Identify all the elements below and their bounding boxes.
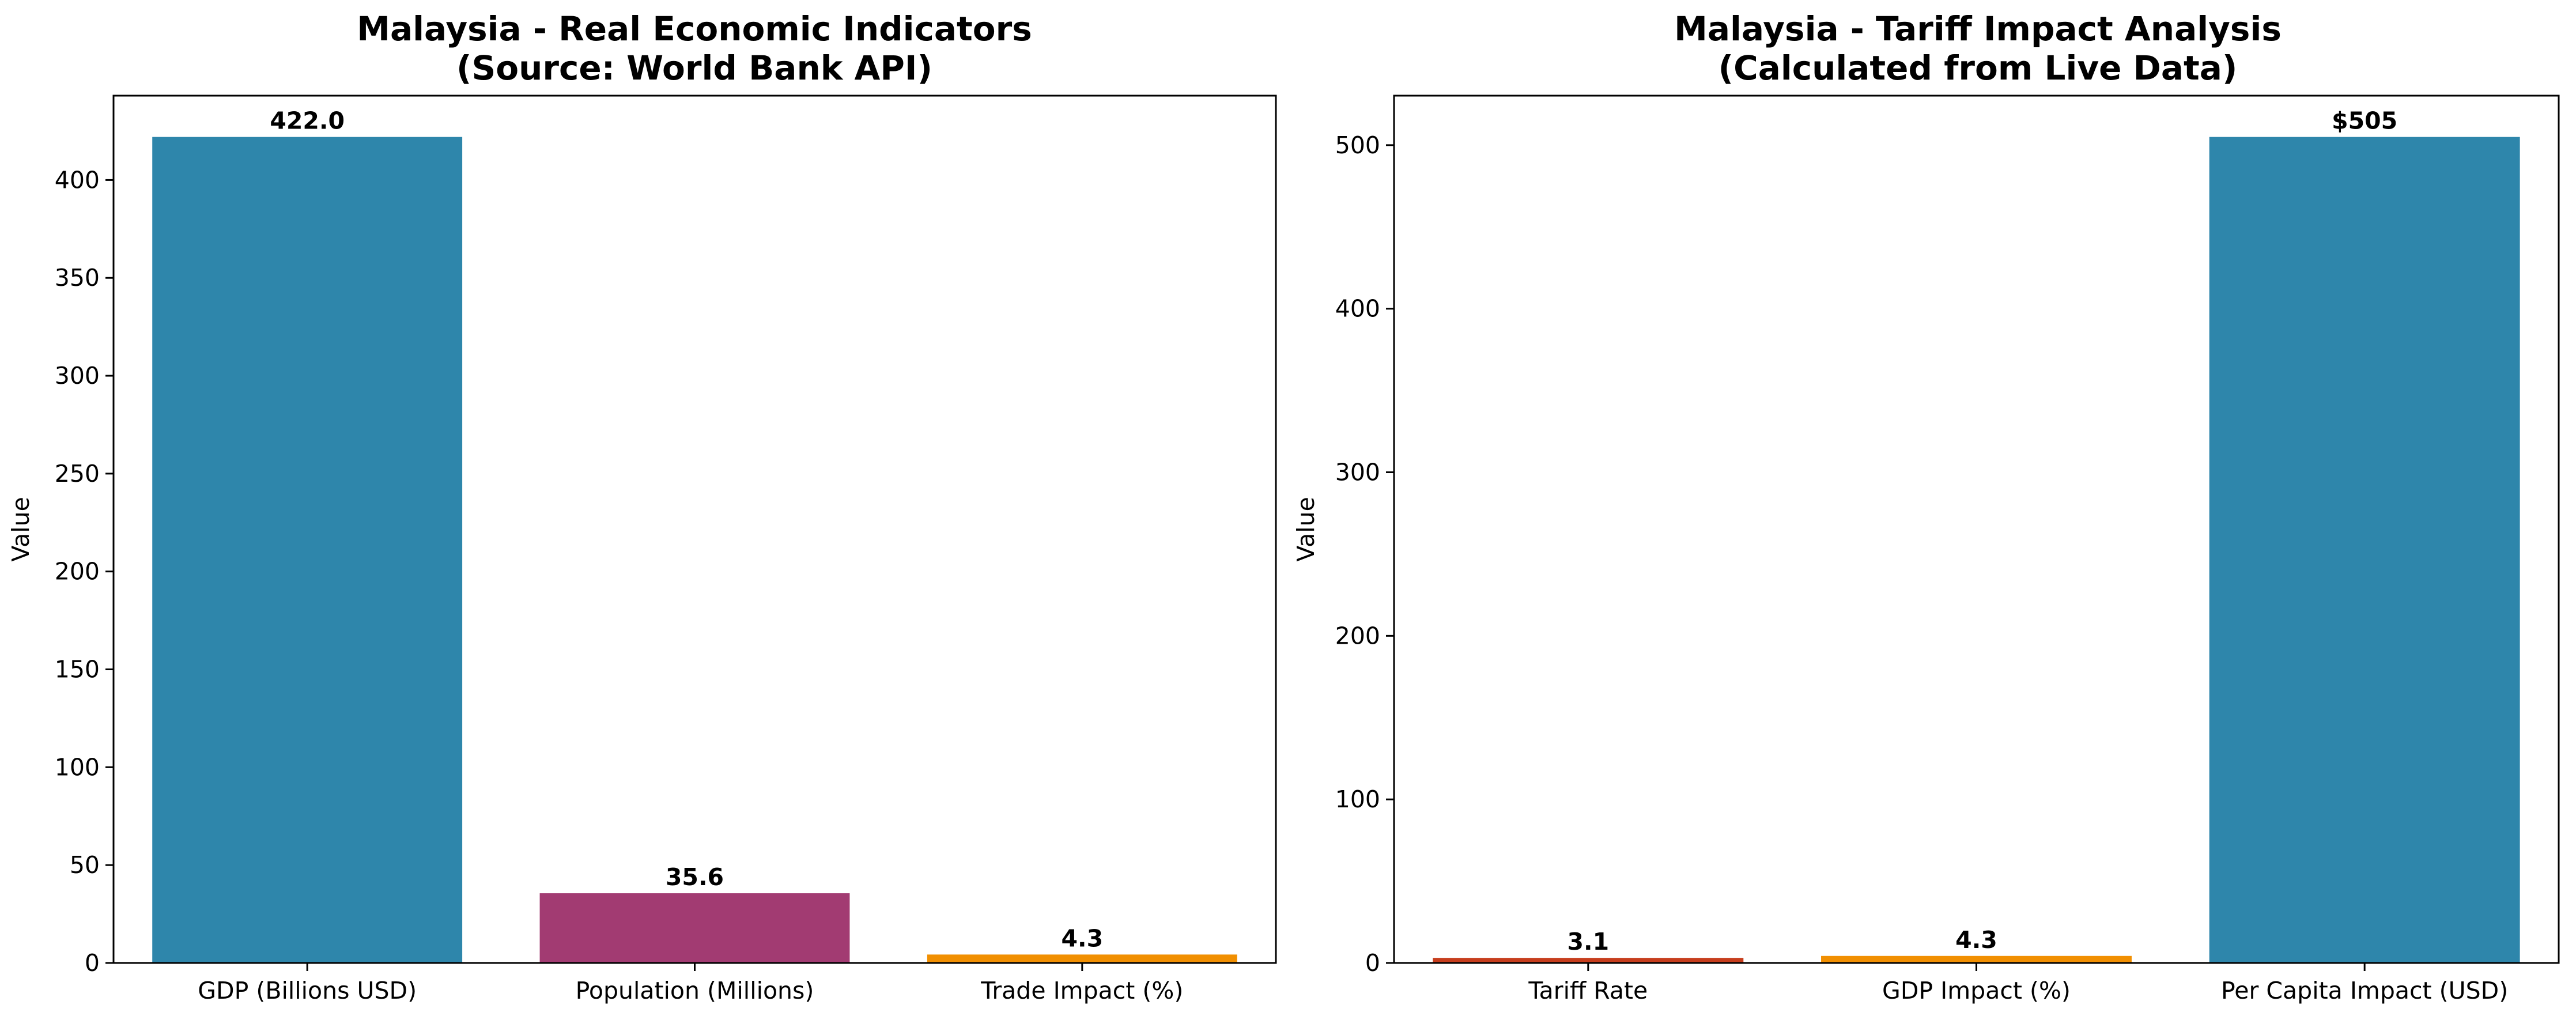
y-tick-label: 350 (55, 264, 100, 292)
plot-frame (112, 95, 1277, 964)
x-tick-label: Population (Millions) (576, 977, 814, 1004)
chart-economic-indicators: Malaysia - Real Economic Indicators(Sour… (7, 9, 1277, 1004)
y-tick-label: 500 (1335, 131, 1380, 159)
x-tick-label: Per Capita Impact (USD) (2221, 977, 2508, 1004)
bar (1433, 958, 1744, 963)
chart-title-line: (Calculated from Live Data) (1718, 48, 2238, 88)
data-label: 4.3 (1955, 926, 1997, 954)
y-axis-label: Value (1292, 497, 1320, 562)
data-label: 422.0 (270, 107, 345, 135)
chart-title-line: (Source: World Bank API) (456, 48, 932, 88)
y-tick-label: 100 (1335, 785, 1380, 813)
y-tick-label: 250 (55, 460, 100, 488)
bar (2209, 137, 2520, 964)
y-tick-label: 300 (55, 362, 100, 390)
chart-title-line: Malaysia - Tariff Impact Analysis (1674, 9, 2282, 48)
data-label: 4.3 (1062, 924, 1104, 952)
y-tick-label: 400 (1335, 295, 1380, 323)
data-label: $505 (2332, 107, 2397, 135)
chart-title-line: Malaysia - Real Economic Indicators (357, 9, 1032, 48)
x-tick-label: GDP Impact (%) (1882, 977, 2071, 1004)
y-tick-label: 150 (55, 656, 100, 683)
y-tick-label: 200 (1335, 622, 1380, 649)
bar (927, 954, 1237, 963)
y-tick-label: 300 (1335, 459, 1380, 486)
y-axis-label: Value (7, 497, 35, 562)
chart-tariff-impact: Malaysia - Tariff Impact Analysis(Calcul… (1292, 9, 2560, 1004)
bar (539, 893, 850, 963)
y-tick-label: 100 (55, 753, 100, 781)
data-label: 35.6 (666, 863, 724, 891)
x-tick-label: Trade Impact (%) (980, 977, 1183, 1004)
plot-frame (1393, 95, 2560, 964)
y-tick-label: 0 (1365, 949, 1380, 977)
x-tick-label: GDP (Billions USD) (198, 977, 417, 1004)
data-label: 3.1 (1567, 928, 1610, 955)
y-tick-label: 50 (70, 851, 100, 879)
y-tick-label: 0 (85, 949, 100, 977)
y-tick-label: 400 (55, 166, 100, 194)
x-tick-label: Tariff Rate (1528, 977, 1648, 1004)
bar (152, 137, 463, 964)
y-tick-label: 200 (55, 558, 100, 585)
bar (1821, 955, 2132, 963)
